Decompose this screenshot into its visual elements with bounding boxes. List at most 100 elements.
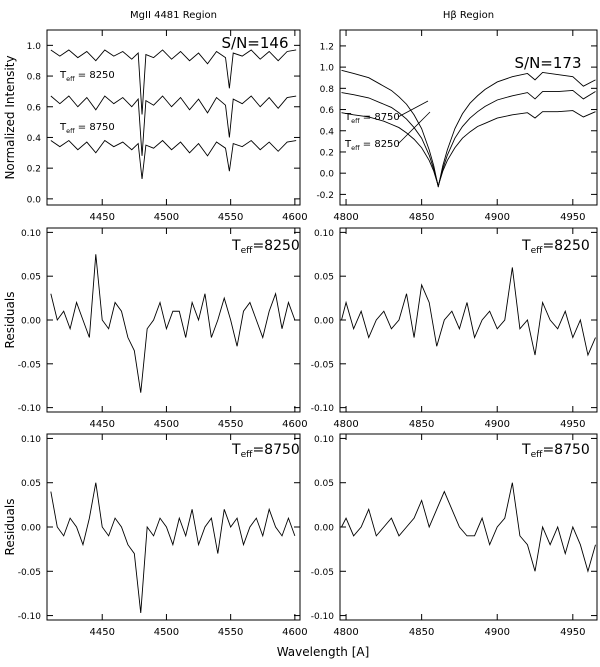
plot-area: [341, 482, 596, 573]
axes-frame: [46, 227, 301, 413]
pointer: [397, 100, 429, 118]
axes-frame: [339, 227, 598, 413]
panel-title: MgII 4481 Region: [130, 10, 217, 21]
annotation-text: =8750: [252, 442, 299, 458]
y-tick-label: 1.2: [320, 42, 334, 52]
x-tick-label: 4900: [484, 419, 509, 430]
y-tick-label: 0.10: [314, 229, 334, 239]
annotation-text: = 8750: [75, 122, 115, 133]
annotation-text: S/N=146: [222, 34, 289, 52]
x-tick-label: 4850: [409, 419, 434, 430]
y-tick-label: 1.0: [320, 64, 335, 74]
x-tick-label: 4450: [89, 212, 114, 223]
x-axis-label: Wavelength [A]: [277, 645, 370, 659]
x-tick-label: 4550: [218, 627, 243, 638]
y-tick-label: 0.05: [314, 479, 334, 489]
y-tick-label: 0.00: [314, 524, 334, 534]
annotation-sub: eff: [351, 117, 360, 125]
plot-area: [50, 254, 296, 393]
x-tick-label: 4800: [333, 419, 358, 430]
y-tick-label: -0.05: [18, 360, 41, 370]
panel-title: Hβ Region: [443, 10, 494, 21]
annotation-sub: eff: [531, 246, 544, 256]
spectrum-line: [50, 482, 296, 613]
annotation-symbol: T: [231, 238, 241, 254]
y-tick-label: -0.2: [316, 191, 334, 201]
annotation-sub: eff: [241, 246, 254, 256]
annotation-text: = 8250: [360, 139, 400, 150]
spectrum-line: [50, 95, 297, 156]
x-tick-label: 4950: [560, 212, 585, 223]
y-tick-label: 0.00: [21, 524, 41, 534]
spectrum-line: [341, 69, 596, 188]
x-tick-label: 4600: [282, 212, 307, 223]
spectrum-line: [341, 267, 596, 357]
x-tick-label: 4500: [154, 627, 179, 638]
annotation-sub: eff: [241, 450, 254, 460]
annotation-symbol: T: [521, 442, 531, 458]
annotation: Teff = 8250: [344, 139, 400, 152]
x-tick-label: 4900: [484, 212, 509, 223]
y-tick-label: 0.8: [320, 85, 335, 95]
annotation-sub: eff: [66, 75, 75, 83]
x-tick-label: 4850: [409, 627, 434, 638]
annotation: S/N=173: [515, 54, 582, 72]
spectrum-line: [50, 254, 296, 393]
plot-area: [341, 267, 596, 357]
annotation: Teff = 8750: [59, 122, 115, 135]
x-tick-label: 4800: [333, 627, 358, 638]
y-tick-label: 0.10: [21, 229, 41, 239]
annotation-text: = 8750: [360, 112, 400, 123]
x-tick-label: 4450: [89, 627, 114, 638]
annotation-text: = 8250: [75, 70, 115, 81]
y-tick-label: -0.10: [18, 404, 42, 414]
y-axis-label: Residuals: [3, 499, 17, 556]
y-tick-label: 0.05: [21, 273, 41, 283]
x-tick-label: 4600: [282, 627, 307, 638]
x-tick-label: 4500: [154, 419, 179, 430]
annotation-symbol: T: [521, 238, 531, 254]
y-tick-label: 0.4: [320, 127, 335, 137]
x-tick-label: 4500: [154, 212, 179, 223]
axes-frame: [339, 29, 598, 206]
annotation: Teff=8250: [521, 238, 590, 256]
y-tick-label: 0.0: [27, 195, 42, 205]
x-tick-label: 4950: [560, 419, 585, 430]
y-tick-label: -0.05: [18, 568, 41, 578]
x-tick-label: 4900: [484, 627, 509, 638]
annotation: Teff=8750: [521, 442, 590, 460]
spectrum-line: [50, 139, 297, 179]
axes-frame: [46, 29, 301, 206]
y-tick-label: 0.8: [27, 73, 42, 83]
y-tick-label: -0.10: [311, 404, 335, 414]
x-tick-label: 4850: [409, 212, 434, 223]
spectrum-line: [341, 89, 596, 188]
plot-area: [50, 482, 296, 613]
spectrum-line: [50, 49, 297, 115]
x-tick-label: 4550: [218, 212, 243, 223]
y-tick-label: -0.05: [311, 568, 334, 578]
annotation: Teff=8750: [231, 442, 300, 460]
annotation-symbol: T: [59, 122, 67, 133]
annotation-symbol: T: [231, 442, 241, 458]
annotation-sub: eff: [531, 450, 544, 460]
pointer: [397, 111, 431, 145]
y-tick-label: 0.2: [320, 148, 334, 158]
y-tick-label: 0.05: [314, 273, 334, 283]
annotation-symbol: T: [344, 139, 352, 150]
y-tick-label: 0.00: [314, 317, 334, 327]
axes-frame: [46, 433, 301, 621]
annotation-sub: eff: [351, 144, 360, 152]
y-tick-label: -0.10: [18, 612, 42, 622]
annotation: Teff = 8250: [59, 70, 115, 83]
plot-area: [341, 69, 596, 188]
annotation: Teff = 8750: [344, 112, 400, 125]
spectrum-line: [341, 482, 596, 573]
y-tick-label: 1.0: [27, 42, 42, 52]
y-tick-label: 0.4: [27, 134, 42, 144]
x-tick-label: 4600: [282, 419, 307, 430]
y-tick-label: 0.05: [21, 479, 41, 489]
y-tick-label: 0.10: [314, 435, 334, 445]
annotation: S/N=146: [222, 34, 289, 52]
